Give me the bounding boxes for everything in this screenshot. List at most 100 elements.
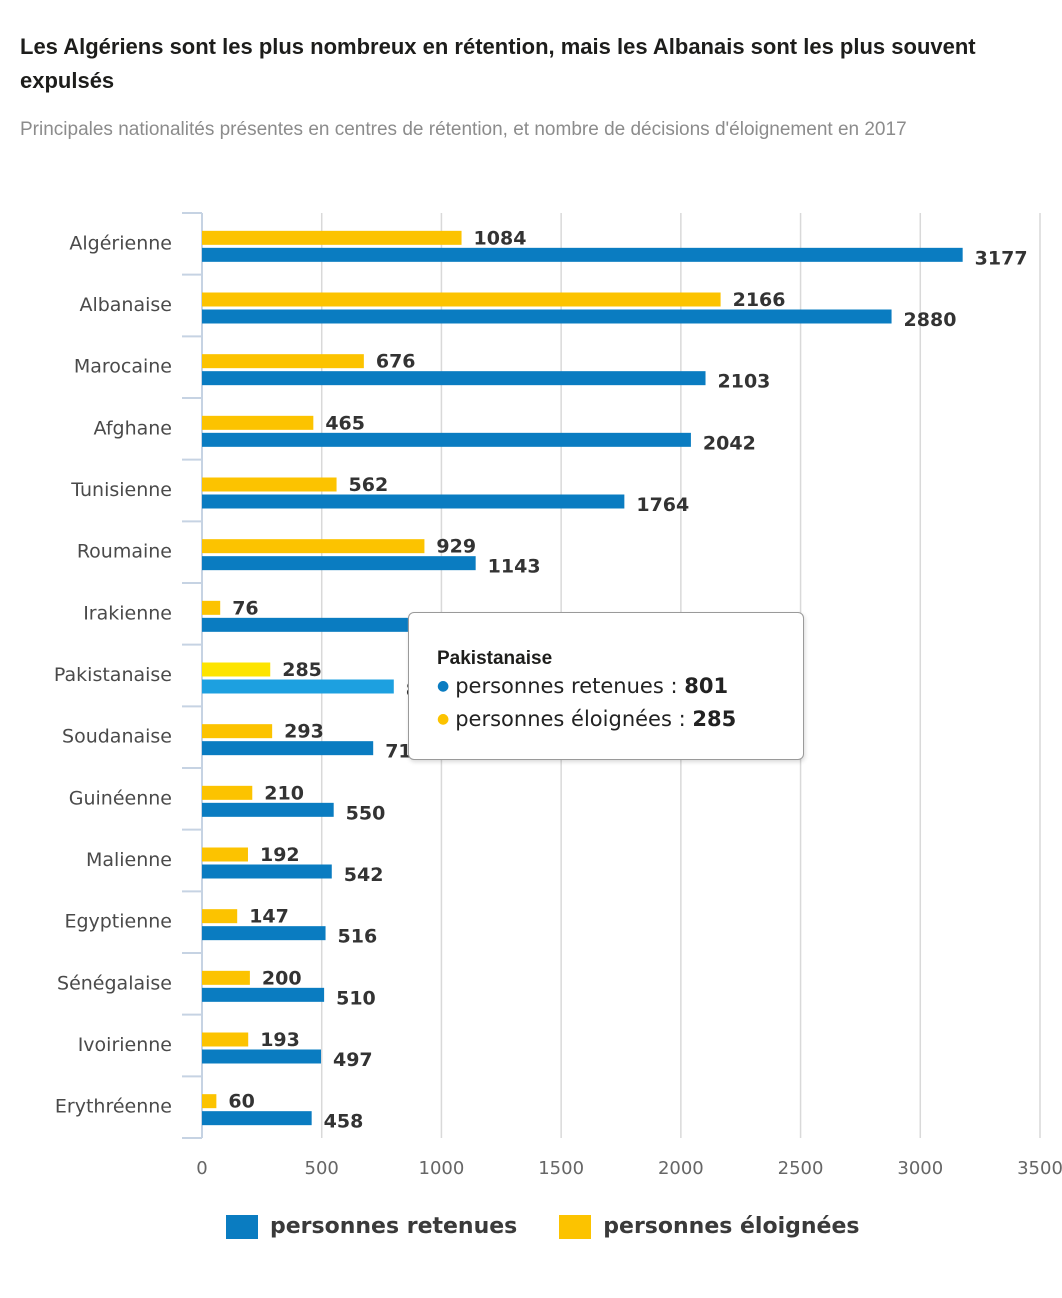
data-label-eloignees: 192 xyxy=(260,844,300,866)
data-label-retenues: 550 xyxy=(346,802,386,824)
bar-retenues xyxy=(202,494,625,509)
data-label-eloignees: 200 xyxy=(262,967,302,989)
data-label-eloignees: 285 xyxy=(282,659,322,681)
data-label-eloignees: 465 xyxy=(325,412,365,434)
data-label-eloignees: 929 xyxy=(436,536,476,558)
legend: personnes retenues personnes éloignées xyxy=(226,1214,901,1239)
bar-chart: 0 500 1000 1500 2000 2500 3000 3500 Algérienne 10… xyxy=(54,212,1062,1179)
tooltip-value: 801 xyxy=(684,674,729,698)
bar-eloignees xyxy=(202,477,337,492)
category-label: Afghane xyxy=(94,417,173,439)
data-label-retenues: 2103 xyxy=(718,371,771,393)
x-tick-label: 1500 xyxy=(538,1158,584,1179)
data-label-eloignees: 293 xyxy=(284,721,324,743)
category-label: Albanaise xyxy=(79,294,172,316)
category-label: Soudanaise xyxy=(62,726,172,748)
bar-eloignees xyxy=(202,847,248,862)
tooltip-row-retenues: ● personnes retenues : 801 xyxy=(437,674,729,698)
category-label: Malienne xyxy=(86,849,172,871)
bar-eloignees xyxy=(202,354,364,369)
bar-retenues xyxy=(202,741,374,756)
legend-label: personnes retenues xyxy=(270,1214,518,1239)
data-label-retenues: 542 xyxy=(344,864,384,886)
bar-retenues xyxy=(202,987,325,1002)
bar-retenues xyxy=(202,432,691,447)
category-label: Guinéenne xyxy=(69,787,172,809)
bars xyxy=(202,230,963,1126)
x-tick-label: 1000 xyxy=(419,1158,465,1179)
data-label-eloignees: 76 xyxy=(232,597,258,619)
x-tick-label: 500 xyxy=(305,1158,339,1179)
bar-retenues xyxy=(202,309,892,324)
bar-eloignees xyxy=(202,230,462,245)
category-label: Marocaine xyxy=(74,356,172,378)
category-label: Tunisienne xyxy=(70,479,172,501)
data-label-eloignees: 60 xyxy=(228,1091,254,1113)
category-label: Erythréenne xyxy=(55,1096,172,1118)
data-label-retenues: 1764 xyxy=(636,494,689,516)
bar-retenues xyxy=(202,371,706,386)
data-label-retenues: 458 xyxy=(324,1111,364,1133)
data-label-eloignees: 562 xyxy=(349,474,389,496)
data-label-retenues: 516 xyxy=(338,926,378,948)
x-tick-label: 3500 xyxy=(1017,1158,1062,1179)
x-tick-label: 2000 xyxy=(658,1158,704,1179)
data-label-eloignees: 147 xyxy=(249,906,289,928)
bar-retenues xyxy=(202,802,334,817)
category-label: Irakienne xyxy=(83,602,172,624)
bar-retenues xyxy=(202,1111,312,1126)
data-label-eloignees: 1084 xyxy=(474,227,527,249)
bar-eloignees xyxy=(202,785,253,800)
bar-retenues xyxy=(202,864,332,879)
x-tick-label: 2500 xyxy=(778,1158,824,1179)
category-label: Pakistanaise xyxy=(54,664,172,686)
data-label-retenues: 497 xyxy=(333,1049,373,1071)
bar-eloignees xyxy=(202,724,273,739)
data-label-retenues: 3177 xyxy=(975,247,1028,269)
bar-retenues xyxy=(202,247,963,262)
bar-eloignees xyxy=(202,1032,249,1047)
tooltip: Pakistanaise ● personnes retenues : 801 ●… xyxy=(408,612,804,760)
x-tick-label: 3000 xyxy=(897,1158,943,1179)
data-label-eloignees: 210 xyxy=(264,782,304,804)
category-label: Ivoirienne xyxy=(78,1034,172,1056)
category-label: Sénégalaise xyxy=(57,972,172,994)
dot-icon: ● xyxy=(437,678,450,694)
tooltip-row-eloignees: ● personnes éloignées : 285 xyxy=(437,707,737,731)
legend-swatch-retenues xyxy=(226,1214,258,1239)
bar-retenues xyxy=(202,556,476,571)
bar-eloignees xyxy=(202,909,238,924)
category-label: Algérienne xyxy=(69,232,172,254)
bar-eloignees xyxy=(202,539,425,554)
bar-eloignees xyxy=(202,970,250,985)
legend-item-eloignees[interactable]: personnes éloignées xyxy=(559,1214,859,1239)
bar-eloignees xyxy=(202,292,721,307)
data-label-retenues: 510 xyxy=(336,987,376,1009)
legend-swatch-eloignees xyxy=(559,1214,592,1239)
data-label-retenues: 2880 xyxy=(904,309,957,331)
data-label-eloignees: 193 xyxy=(260,1029,300,1051)
data-label-eloignees: 676 xyxy=(376,351,416,373)
category-label: Egyptienne xyxy=(64,911,172,933)
data-label-retenues: 2042 xyxy=(703,432,756,454)
x-tick-label: 0 xyxy=(196,1158,207,1179)
category-label: Roumaine xyxy=(77,541,172,563)
dot-icon: ● xyxy=(437,711,450,727)
data-label-eloignees: 2166 xyxy=(733,289,786,311)
bar-retenues xyxy=(202,679,394,694)
data-label-retenues: 1143 xyxy=(488,556,541,578)
bar-eloignees xyxy=(202,415,314,430)
tooltip-label: personnes éloignées xyxy=(455,707,672,731)
bar-eloignees xyxy=(202,1094,217,1109)
bar-retenues xyxy=(202,1049,321,1064)
bar-retenues xyxy=(202,926,326,941)
tooltip-value: 285 xyxy=(692,707,737,731)
tooltip-label: personnes retenues xyxy=(455,674,664,698)
legend-label: personnes éloignées xyxy=(603,1214,860,1239)
bar-retenues xyxy=(202,617,408,632)
bar-eloignees xyxy=(202,662,271,677)
bar-eloignees xyxy=(202,600,221,615)
legend-item-retenues[interactable]: personnes retenues xyxy=(226,1214,517,1239)
chart-title: Les Algériens sont les plus nombreux en … xyxy=(20,34,976,93)
chart-subtitle: Principales nationalités présentes en ce… xyxy=(20,119,907,140)
